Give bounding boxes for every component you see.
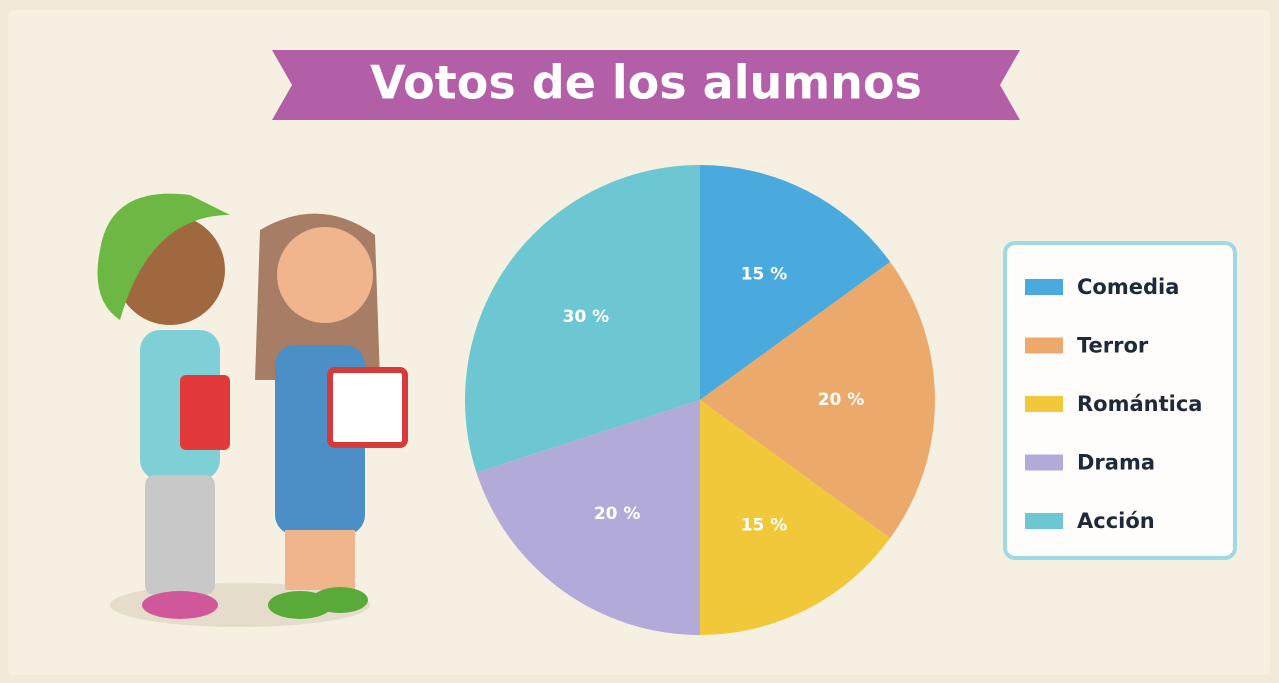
pie-slice bbox=[700, 261, 936, 539]
value-label: 15 % bbox=[741, 516, 788, 536]
legend-label: Acción bbox=[1077, 509, 1155, 533]
legend-label: Comedia bbox=[1077, 275, 1179, 299]
pie-slice bbox=[476, 400, 700, 635]
legend-swatch bbox=[1025, 513, 1063, 529]
illustration bbox=[97, 193, 408, 627]
title-ribbon bbox=[272, 50, 1020, 120]
legend-swatch bbox=[1025, 279, 1063, 295]
chart-title: Votos de los alumnos bbox=[370, 56, 922, 110]
legend-label: Drama bbox=[1077, 451, 1155, 475]
legend-swatch bbox=[1025, 337, 1063, 354]
value-label: 30 % bbox=[563, 307, 610, 327]
value-label: 20 % bbox=[594, 504, 641, 524]
legend: Comedia Terror Romántica Drama Acción bbox=[1025, 275, 1202, 533]
pie: 15 % 20 % 15 % 20 % 30 % bbox=[464, 165, 936, 635]
pie-slice bbox=[464, 165, 700, 473]
legend-swatch bbox=[1025, 396, 1063, 412]
pie-slice bbox=[700, 165, 891, 400]
value-label: 20 % bbox=[818, 390, 865, 410]
legend-swatch bbox=[1025, 454, 1063, 471]
pie-slice bbox=[700, 400, 891, 635]
legend-label: Romántica bbox=[1077, 392, 1202, 416]
value-label: 15 % bbox=[741, 264, 788, 284]
legend-box bbox=[1003, 241, 1237, 560]
legend-label: Terror bbox=[1077, 334, 1149, 358]
